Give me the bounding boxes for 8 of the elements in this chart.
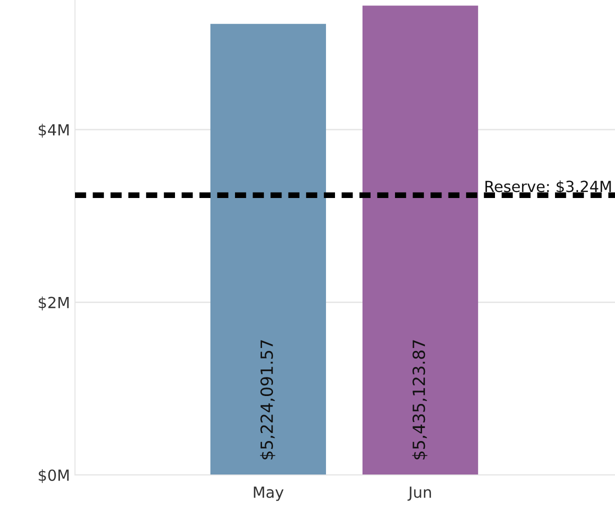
ref-line-label: Reserve: $3.24M (485, 180, 611, 194)
x-tick-label: May (254, 486, 284, 501)
data-label: $5,435,123.87 (412, 340, 428, 460)
y-tick-label: $4M (38, 124, 69, 138)
data-label: $5,224,091.57 (260, 340, 276, 460)
y-tick-label: $0M (38, 469, 69, 484)
x-tick-label: Jun (408, 486, 431, 501)
y-tick-label: $2M (38, 296, 69, 310)
